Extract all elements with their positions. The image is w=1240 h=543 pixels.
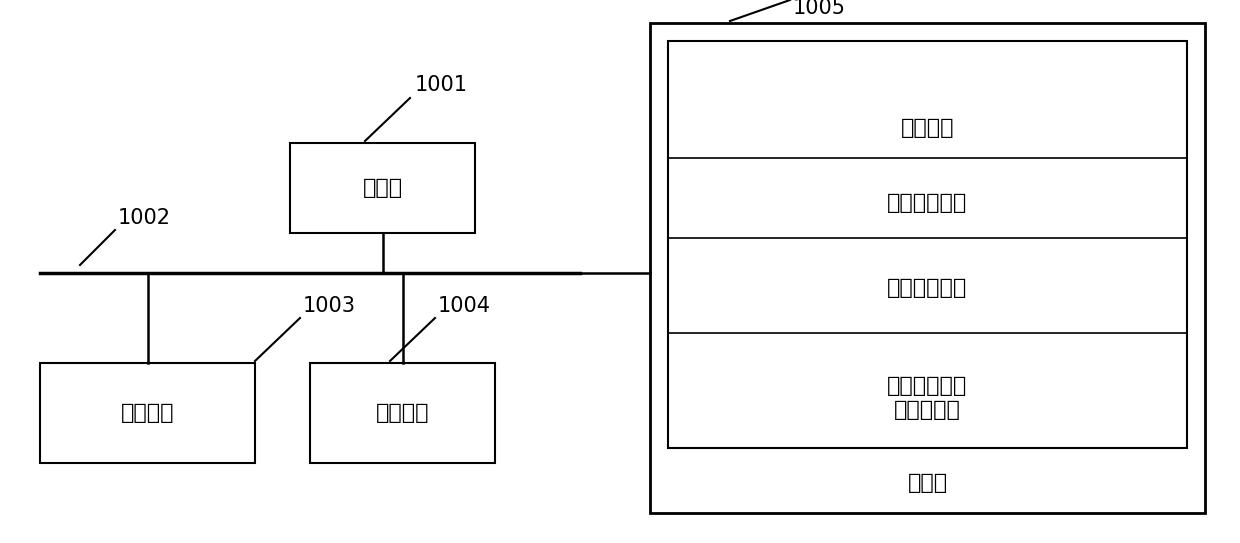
Text: 用户接口: 用户接口 (120, 403, 175, 423)
Bar (40, 363, 255, 463)
Text: 处理器: 处理器 (362, 178, 403, 198)
Bar (310, 363, 495, 463)
Bar (650, 23, 1205, 513)
Text: 1001: 1001 (415, 75, 467, 95)
Text: 网络接口: 网络接口 (376, 403, 429, 423)
Bar (290, 143, 475, 233)
Text: 1003: 1003 (303, 296, 356, 316)
Text: 1002: 1002 (118, 208, 171, 228)
Text: 存储器: 存储器 (908, 473, 947, 493)
Text: 用户接口模块: 用户接口模块 (888, 278, 967, 298)
Text: 1004: 1004 (438, 296, 491, 316)
Text: 1005: 1005 (794, 0, 846, 18)
Text: 网络通信模块: 网络通信模块 (888, 193, 967, 213)
Bar (668, 41, 1187, 448)
Text: 人口流动数据
的获取程序: 人口流动数据 的获取程序 (888, 376, 967, 420)
Text: 操作系统: 操作系统 (900, 118, 955, 138)
